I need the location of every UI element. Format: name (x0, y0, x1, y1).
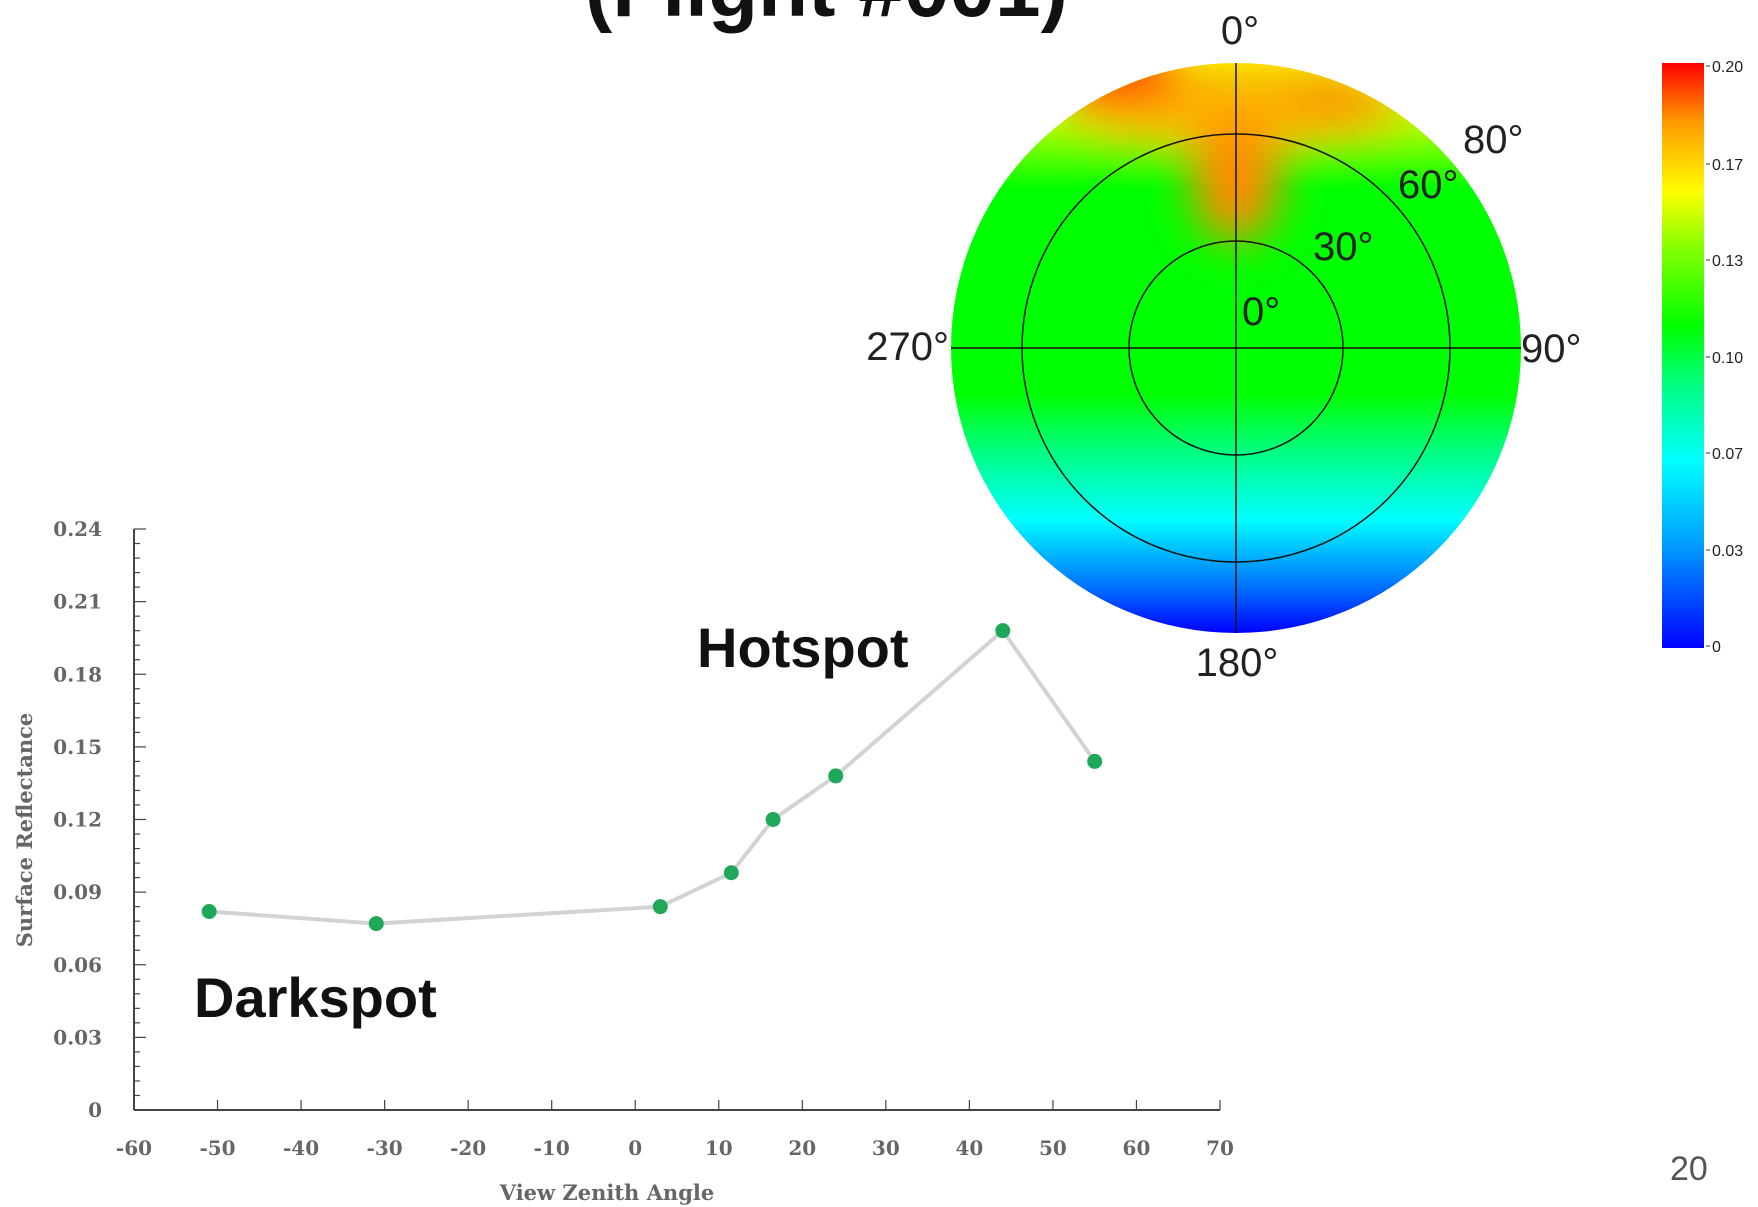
x-tick-label: 0 (628, 1136, 642, 1160)
ring-label-60: 60° (1398, 163, 1459, 207)
x-tick-label: 60 (1123, 1136, 1151, 1160)
x-tick-label: 10 (705, 1136, 733, 1160)
y-tick-label: 0.24 (53, 517, 102, 541)
y-tick-label: 0.06 (53, 953, 102, 977)
x-axis-title: View Zenith Angle (499, 1180, 714, 1205)
slide-title: (Flight #001) (585, 0, 1068, 36)
y-tick-label: 0.12 (53, 808, 102, 832)
x-tick-label: 50 (1039, 1136, 1067, 1160)
y-tick-label: 0 (88, 1098, 102, 1122)
colorbar-gradient (1662, 63, 1704, 648)
y-tick-label: 0.09 (53, 880, 102, 904)
x-tick-label: -60 (116, 1136, 152, 1160)
colorbar-label-3: 0.10 (1712, 350, 1743, 367)
data-point (368, 916, 384, 932)
reflectance-line-chart: 0 0.03 0.06 0.09 0.12 0.15 0.18 0.21 0.24 -60 -50… (12, 517, 1234, 1205)
x-tick-label: 30 (872, 1136, 900, 1160)
page-number: 20 (1670, 1150, 1708, 1188)
polar-reflectance-map: 0° 90° 180° 270° 0° 30° 60° 80° (866, 9, 1581, 685)
data-point (995, 623, 1011, 639)
data-point (723, 865, 739, 881)
data-point (1087, 753, 1103, 769)
x-tick-label: 70 (1206, 1136, 1234, 1160)
x-axis-ticks: -60 -50 -40 -30 -20 -10 0 10 20 30 40 50 60 70 (116, 1100, 1234, 1160)
colorbar-label-5: 0.03 (1712, 543, 1743, 560)
y-tick-label: 0.15 (53, 735, 102, 759)
x-tick-label: -40 (283, 1136, 319, 1160)
ring-label-80: 80° (1463, 118, 1524, 162)
x-tick-label: -20 (450, 1136, 486, 1160)
azimuth-label-bottom: 180° (1196, 641, 1279, 685)
hotspot-annotation: Hotspot (697, 616, 909, 679)
colorbar-label-1: 0.17 (1712, 157, 1743, 174)
data-point (201, 903, 217, 919)
ring-label-30: 30° (1313, 225, 1374, 269)
y-tick-label: 0.21 (53, 590, 102, 614)
colorbar-label-4: 0.07 (1712, 446, 1743, 463)
colorbar: 0.20 0.17 0.13 0.10 0.07 0.03 0 (1662, 59, 1743, 656)
azimuth-label-left: 270° (866, 325, 949, 369)
series-line (209, 627, 1097, 926)
colorbar-label-2: 0.13 (1712, 253, 1743, 270)
y-axis-ticks: 0 0.03 0.06 0.09 0.12 0.15 0.18 0.21 0.24 (53, 517, 146, 1122)
x-tick-label: 40 (955, 1136, 983, 1160)
x-tick-label: -50 (199, 1136, 235, 1160)
x-tick-label: -10 (534, 1136, 570, 1160)
colorbar-label-6: 0 (1712, 639, 1721, 656)
x-tick-label: -30 (367, 1136, 403, 1160)
azimuth-label-top: 0° (1221, 9, 1259, 53)
darkspot-annotation: Darkspot (194, 966, 437, 1029)
azimuth-label-right: 90° (1521, 327, 1582, 371)
y-axis-title: Surface Reflectance (12, 713, 37, 948)
y-tick-label: 0.18 (53, 662, 102, 686)
colorbar-label-0: 0.20 (1712, 59, 1743, 76)
series-markers (201, 623, 1103, 932)
data-point (652, 899, 668, 915)
x-tick-label: 20 (788, 1136, 816, 1160)
y-tick-label: 0.03 (53, 1025, 102, 1049)
data-point (765, 812, 781, 827)
data-point (828, 768, 844, 784)
ring-label-0: 0° (1242, 290, 1280, 334)
